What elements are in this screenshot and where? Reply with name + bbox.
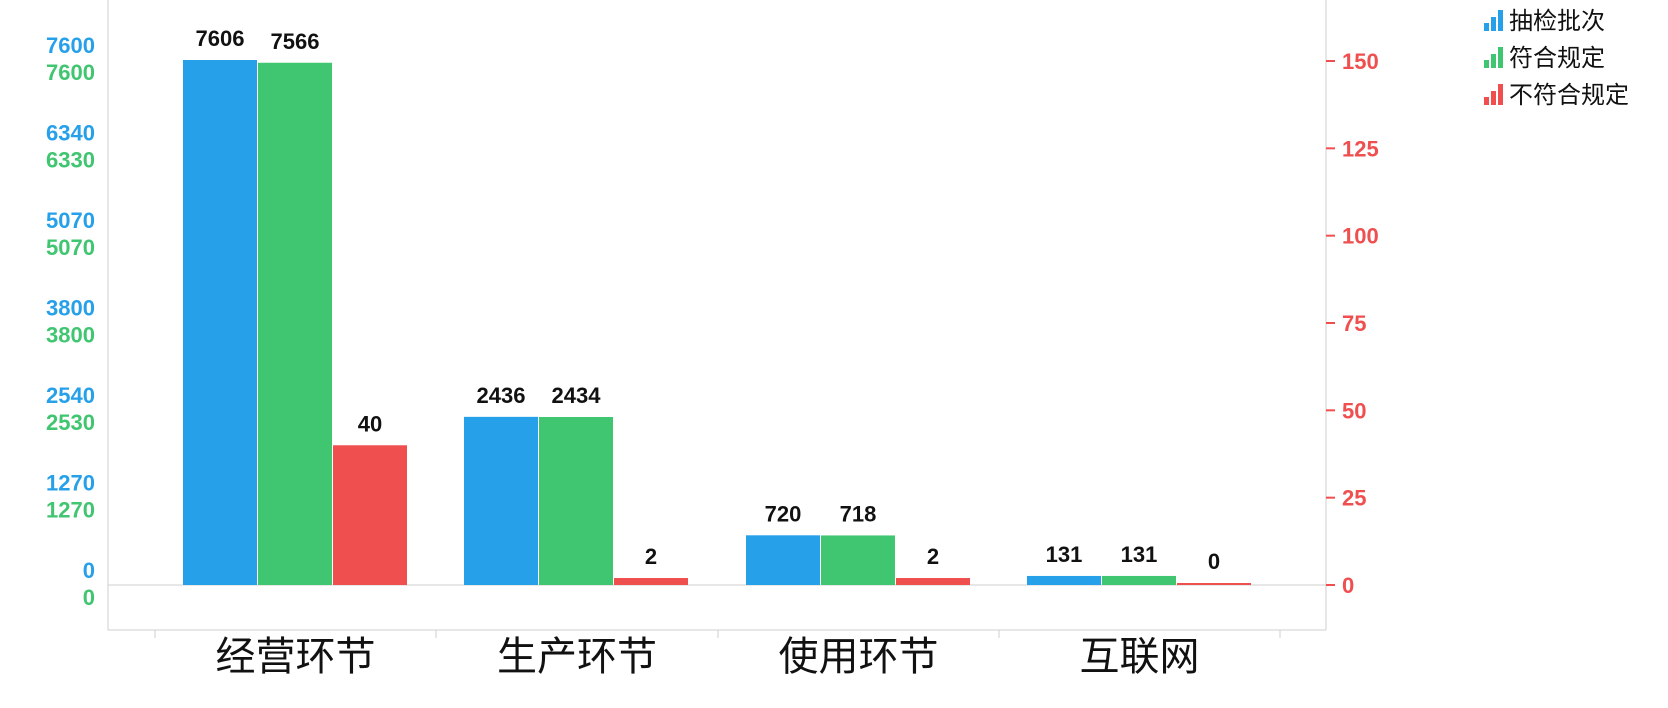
legend-icon-bar <box>1498 10 1503 31</box>
bar-value-label: 2434 <box>552 383 602 408</box>
category-label: 互联网 <box>1080 634 1200 680</box>
bar <box>1027 575 1101 585</box>
bar <box>821 535 895 585</box>
bar-value-labels: 7606 7566 40 2436 2434 2 720 718 2 131 131 0 <box>196 26 1221 574</box>
legend-icon-bar <box>1491 54 1496 68</box>
bar <box>333 445 407 585</box>
legend-icon-bar <box>1484 60 1489 68</box>
bar <box>464 416 538 585</box>
bar <box>539 416 613 585</box>
bar-value-label: 718 <box>840 501 877 526</box>
left-tick-label-secondary: 1270 <box>46 498 95 523</box>
category-labels: 经营环节 生产环节 使用环节 互联网 <box>216 634 1200 680</box>
left-tick-label-primary: 5070 <box>46 208 95 233</box>
bar-value-label: 2436 <box>477 383 526 408</box>
legend-icon-bar <box>1491 17 1496 31</box>
legend-label: 不符合规定 <box>1509 81 1629 109</box>
bar-value-label: 0 <box>1208 549 1220 574</box>
bar <box>614 578 688 585</box>
left-tick-label-secondary: 5070 <box>46 235 95 260</box>
left-tick-label-primary: 2540 <box>46 383 95 408</box>
bar-value-label: 2 <box>645 544 657 569</box>
bar-value-label: 720 <box>765 501 802 526</box>
category-label: 使用环节 <box>779 634 939 680</box>
bar-value-label: 40 <box>358 411 382 436</box>
bar <box>258 62 332 585</box>
bar-value-label: 7566 <box>271 29 320 54</box>
category-label: 经营环节 <box>216 634 376 680</box>
right-tick-label: 75 <box>1342 311 1366 336</box>
bar <box>746 535 820 585</box>
bar-value-label: 131 <box>1046 542 1083 567</box>
bar-value-label: 7606 <box>196 26 245 51</box>
legend-label: 抽检批次 <box>1509 7 1605 35</box>
legend-icon-bar <box>1491 91 1496 105</box>
bar <box>1177 583 1251 585</box>
bar-value-label: 131 <box>1121 542 1158 567</box>
legend-icon-bar <box>1484 97 1489 105</box>
bars <box>183 60 1251 585</box>
bar <box>183 60 257 585</box>
left-tick-label-secondary: 6330 <box>46 148 95 173</box>
left-tick-label-primary: 3800 <box>46 296 95 321</box>
legend-bar-chart-icon <box>1484 10 1503 31</box>
legend-icon-bar <box>1484 23 1489 31</box>
left-tick-label-primary: 0 <box>83 558 95 583</box>
right-tick-label: 150 <box>1342 49 1379 74</box>
left-tick-label-primary: 1270 <box>46 471 95 496</box>
left-tick-label-primary: 7600 <box>46 33 95 58</box>
category-label: 生产环节 <box>497 634 657 680</box>
legend-bar-chart-icon <box>1484 47 1503 68</box>
bar <box>1102 575 1176 585</box>
legend-icon-bar <box>1498 84 1503 105</box>
legend-icon-bar <box>1498 47 1503 68</box>
right-tick-label: 100 <box>1342 224 1379 249</box>
left-axis-ticks: 0 1270 2540 3800 5070 6340 7600 0 1270 2530 3800 50… <box>46 33 95 610</box>
right-tick-label: 50 <box>1342 398 1366 423</box>
legend-bar-chart-icon <box>1484 84 1503 105</box>
left-tick-label-primary: 6340 <box>46 121 95 146</box>
left-tick-label-secondary: 2530 <box>46 410 95 435</box>
bar-value-label: 2 <box>927 544 939 569</box>
right-tick-label: 25 <box>1342 486 1366 511</box>
left-tick-label-secondary: 3800 <box>46 323 95 348</box>
right-tick-label: 125 <box>1342 136 1379 161</box>
bar <box>896 578 970 585</box>
right-axis-ticks: 0 25 50 75 100 125 150 <box>1326 49 1379 598</box>
legend-label: 符合规定 <box>1509 44 1605 72</box>
right-tick-label: 0 <box>1342 573 1354 598</box>
left-tick-label-secondary: 0 <box>83 585 95 610</box>
left-tick-label-secondary: 7600 <box>46 60 95 85</box>
